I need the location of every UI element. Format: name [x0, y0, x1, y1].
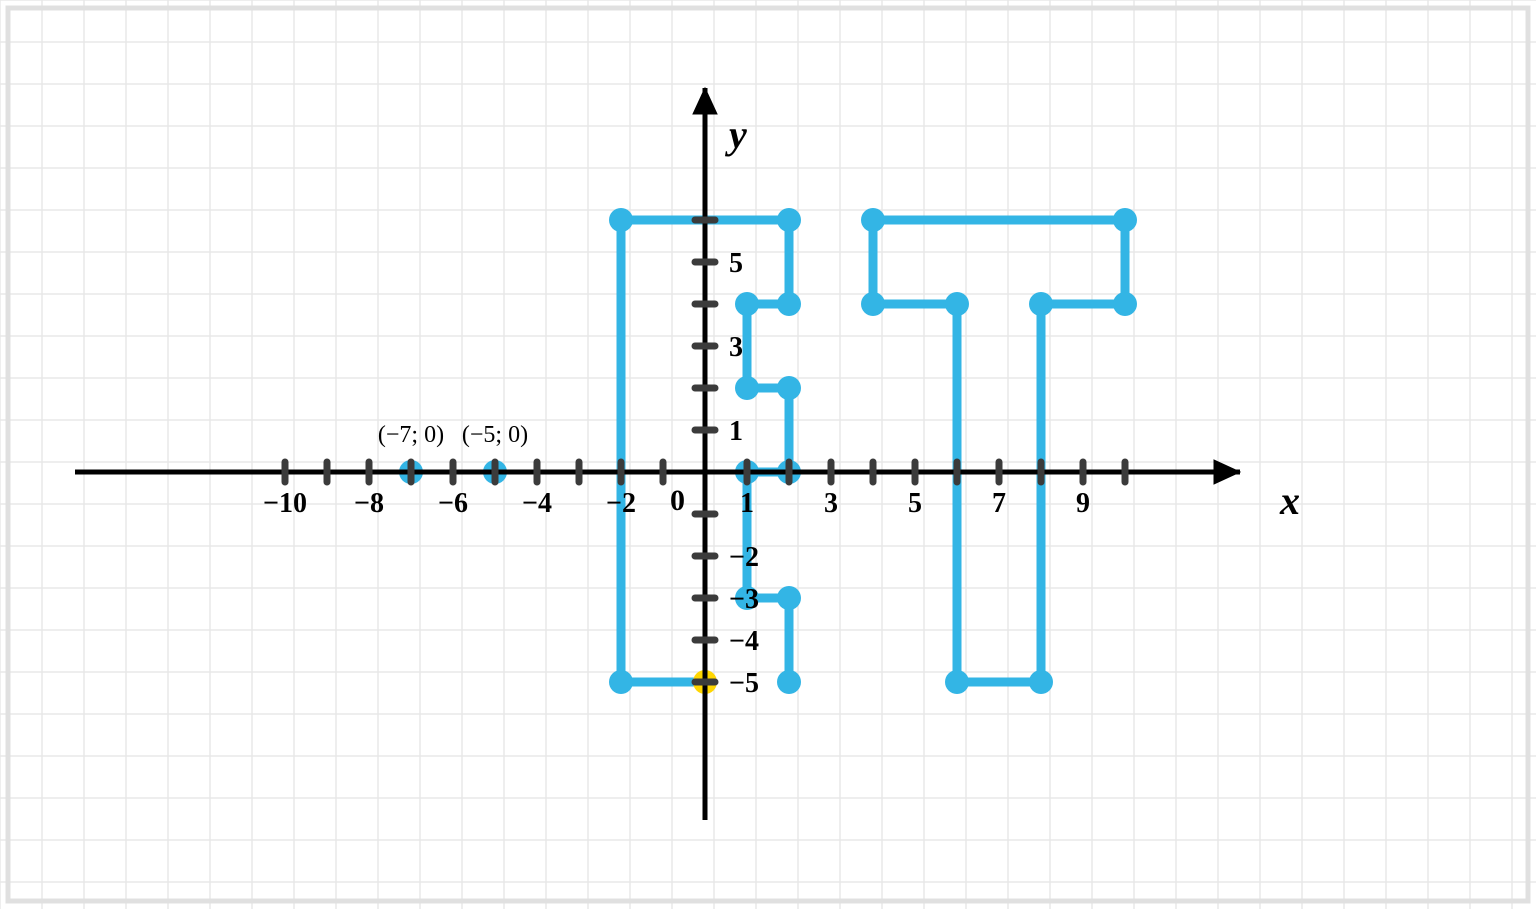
- shape-dot: [777, 586, 801, 610]
- blue-shapes: [399, 208, 1137, 694]
- shape-path: [873, 220, 1125, 682]
- x-tick-label: 9: [1076, 488, 1090, 519]
- shape-dot: [945, 670, 969, 694]
- x-tick-label: 7: [992, 488, 1006, 519]
- shape-dot: [777, 670, 801, 694]
- x-tick-label: 1: [740, 488, 754, 519]
- shape-dot: [945, 292, 969, 316]
- shape-dot: [1029, 670, 1053, 694]
- y-tick-label: −2: [729, 542, 759, 573]
- shape-dot: [735, 376, 759, 400]
- coordinate-plot: 1 3 5 7 9 −10 −8 −6 −4 −2 1 3 5 −2 −3 −4 −5 0 x y (−7; 0) (−5…: [0, 0, 1536, 909]
- point-annotation: (−5; 0): [462, 422, 528, 448]
- shape-dot: [861, 208, 885, 232]
- shape-dot: [609, 670, 633, 694]
- grid: [0, 0, 1536, 909]
- x-tick-label: −4: [522, 488, 552, 519]
- x-arrowhead: [1214, 460, 1240, 484]
- y-tick-label: 3: [729, 332, 743, 363]
- y-tick-label: 1: [729, 416, 743, 447]
- x-tick-label: −2: [606, 488, 636, 519]
- y-tick-label: −3: [729, 584, 759, 615]
- y-axis-label: y: [725, 112, 747, 157]
- axes: 1 3 5 7 9 −10 −8 −6 −4 −2 1 3 5 −2 −3 −4 −5 0 x y: [75, 88, 1300, 820]
- x-tick-label: 3: [824, 488, 838, 519]
- x-tick-label: −10: [263, 488, 307, 519]
- x-axis-label: x: [1279, 478, 1300, 523]
- x-tick-label: −6: [438, 488, 468, 519]
- shape-dot: [1029, 292, 1053, 316]
- shape-dot: [1113, 292, 1137, 316]
- x-tick-label: −8: [354, 488, 384, 519]
- x-tick-label: 5: [908, 488, 922, 519]
- y-tick-label: 5: [729, 248, 743, 279]
- shape-dot: [609, 208, 633, 232]
- y-tick-label: −4: [729, 626, 759, 657]
- annotations: (−7; 0) (−5; 0): [378, 422, 528, 448]
- shape-dot: [735, 292, 759, 316]
- shape-dot: [777, 376, 801, 400]
- origin-label: 0: [670, 484, 685, 517]
- point-annotation: (−7; 0): [378, 422, 444, 448]
- shape-dot: [1113, 208, 1137, 232]
- shape-dot: [777, 292, 801, 316]
- shape-dot: [861, 292, 885, 316]
- y-tick-label: −5: [729, 668, 759, 699]
- shape-dot: [777, 208, 801, 232]
